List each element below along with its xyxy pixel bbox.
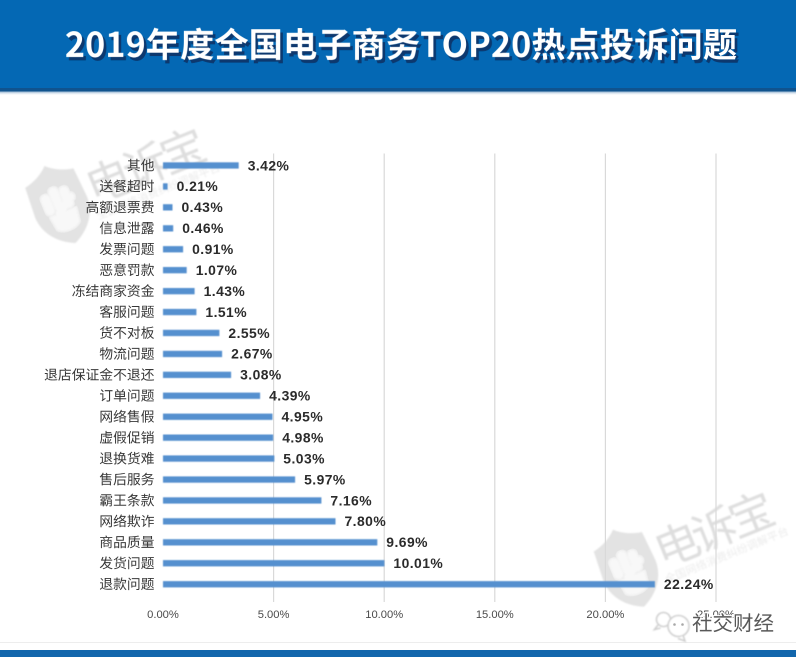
svg-text:4.98%: 4.98%: [282, 430, 324, 446]
svg-text:1.51%: 1.51%: [205, 304, 247, 320]
svg-text:7.16%: 7.16%: [330, 492, 372, 508]
svg-text:0.91%: 0.91%: [192, 241, 234, 257]
svg-text:10.00%: 10.00%: [365, 609, 403, 621]
svg-text:1.43%: 1.43%: [204, 283, 246, 299]
svg-text:0.00%: 0.00%: [147, 609, 179, 621]
svg-text:5.03%: 5.03%: [283, 450, 325, 466]
svg-text:5.97%: 5.97%: [304, 471, 346, 487]
svg-text:15.00%: 15.00%: [476, 609, 514, 621]
svg-text:2.55%: 2.55%: [228, 325, 270, 341]
svg-text:0.43%: 0.43%: [182, 199, 224, 215]
svg-text:4.95%: 4.95%: [282, 409, 324, 425]
svg-text:3.08%: 3.08%: [240, 367, 282, 383]
svg-text:0.46%: 0.46%: [182, 220, 224, 236]
svg-text:7.80%: 7.80%: [345, 513, 387, 529]
svg-text:20.00%: 20.00%: [586, 609, 624, 621]
svg-text:2.67%: 2.67%: [231, 346, 273, 362]
svg-text:0.21%: 0.21%: [177, 178, 219, 194]
svg-text:3.42%: 3.42%: [248, 157, 290, 173]
svg-text:4.39%: 4.39%: [269, 388, 311, 404]
svg-text:9.69%: 9.69%: [386, 534, 428, 550]
svg-text:10.01%: 10.01%: [393, 555, 443, 571]
svg-text:5.00%: 5.00%: [258, 609, 290, 621]
svg-text:1.07%: 1.07%: [196, 262, 238, 278]
svg-text:22.24%: 22.24%: [664, 576, 714, 592]
